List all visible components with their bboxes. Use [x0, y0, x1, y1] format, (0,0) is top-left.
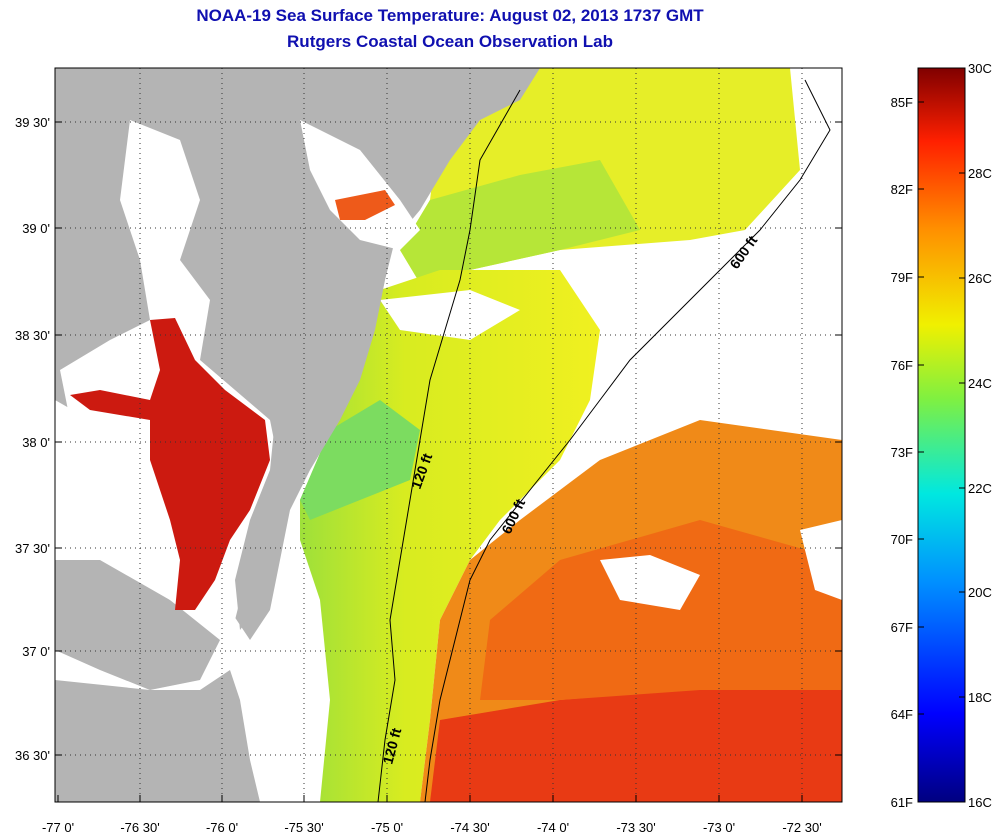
lon-label: -75 30' — [284, 820, 323, 835]
colorbar-celsius-label: 20C — [968, 585, 992, 600]
colorbar-celsius-label: 24C — [968, 376, 992, 391]
lon-label: -74 30' — [450, 820, 489, 835]
colorbar-celsius-label: 26C — [968, 271, 992, 286]
map-grid — [55, 68, 842, 802]
sst-offshore-hot — [430, 680, 842, 802]
lat-label: 39 30' — [15, 115, 50, 130]
colorbar-celsius-label: 28C — [968, 166, 992, 181]
map-subtitle: Rutgers Coastal Ocean Observation Lab — [287, 32, 613, 51]
colorbar-fahrenheit-label: 79F — [891, 270, 913, 285]
colorbar-fahrenheit-label: 73F — [891, 445, 913, 460]
colorbar-celsius-label: 30C — [968, 61, 992, 76]
delaware-bay-warm — [335, 190, 395, 220]
colorbar-ticks — [918, 101, 965, 715]
colorbar-fahrenheit-label: 76F — [891, 358, 913, 373]
colorbar-fahrenheit-label: 70F — [891, 532, 913, 547]
map-title: NOAA-19 Sea Surface Temperature: August … — [196, 6, 704, 25]
chesapeake-bay-hot — [70, 318, 270, 610]
lat-label: 38 0' — [22, 435, 50, 450]
lon-label: -73 0' — [703, 820, 735, 835]
delaware-bay — [300, 120, 420, 250]
lat-label: 37 0' — [22, 644, 50, 659]
colorbar-fahrenheit-label: 82F — [891, 182, 913, 197]
land-virginia-coast — [55, 670, 260, 802]
lon-label: -72 30' — [782, 820, 821, 835]
colorbar-fahrenheit-label: 61F — [891, 795, 913, 810]
lon-label: -77 0' — [42, 820, 74, 835]
colorbar-fahrenheit-label: 64F — [891, 707, 913, 722]
contour-600ft — [424, 79, 831, 802]
colorbar-fahrenheit-label: 85F — [891, 95, 913, 110]
lon-label: -75 0' — [371, 820, 403, 835]
contour-120ft — [377, 89, 521, 802]
lat-label: 38 30' — [15, 328, 50, 343]
colorbar — [917, 67, 966, 803]
sst-north-shelf-green — [400, 160, 640, 300]
colorbar-celsius-label: 16C — [968, 795, 992, 810]
land-lower-west — [55, 560, 220, 690]
colorbar-celsius-label: 22C — [968, 481, 992, 496]
colorbar-celsius-label: 18C — [968, 690, 992, 705]
lat-label: 36 30' — [15, 748, 50, 763]
colorbar-fahrenheit-label: 67F — [891, 620, 913, 635]
cloud-gap — [600, 555, 700, 610]
lat-label: 37 30' — [15, 541, 50, 556]
lon-label: -76 30' — [120, 820, 159, 835]
lat-label: 39 0' — [22, 221, 50, 236]
map-frame — [54, 67, 843, 803]
lon-label: -73 30' — [616, 820, 655, 835]
lon-label: -76 0' — [206, 820, 238, 835]
cloud-gap — [800, 520, 842, 600]
axis-ticks — [55, 121, 842, 802]
land-delmarva — [230, 240, 370, 630]
sst-offshore-orange — [480, 520, 842, 700]
lon-label: -74 0' — [537, 820, 569, 835]
